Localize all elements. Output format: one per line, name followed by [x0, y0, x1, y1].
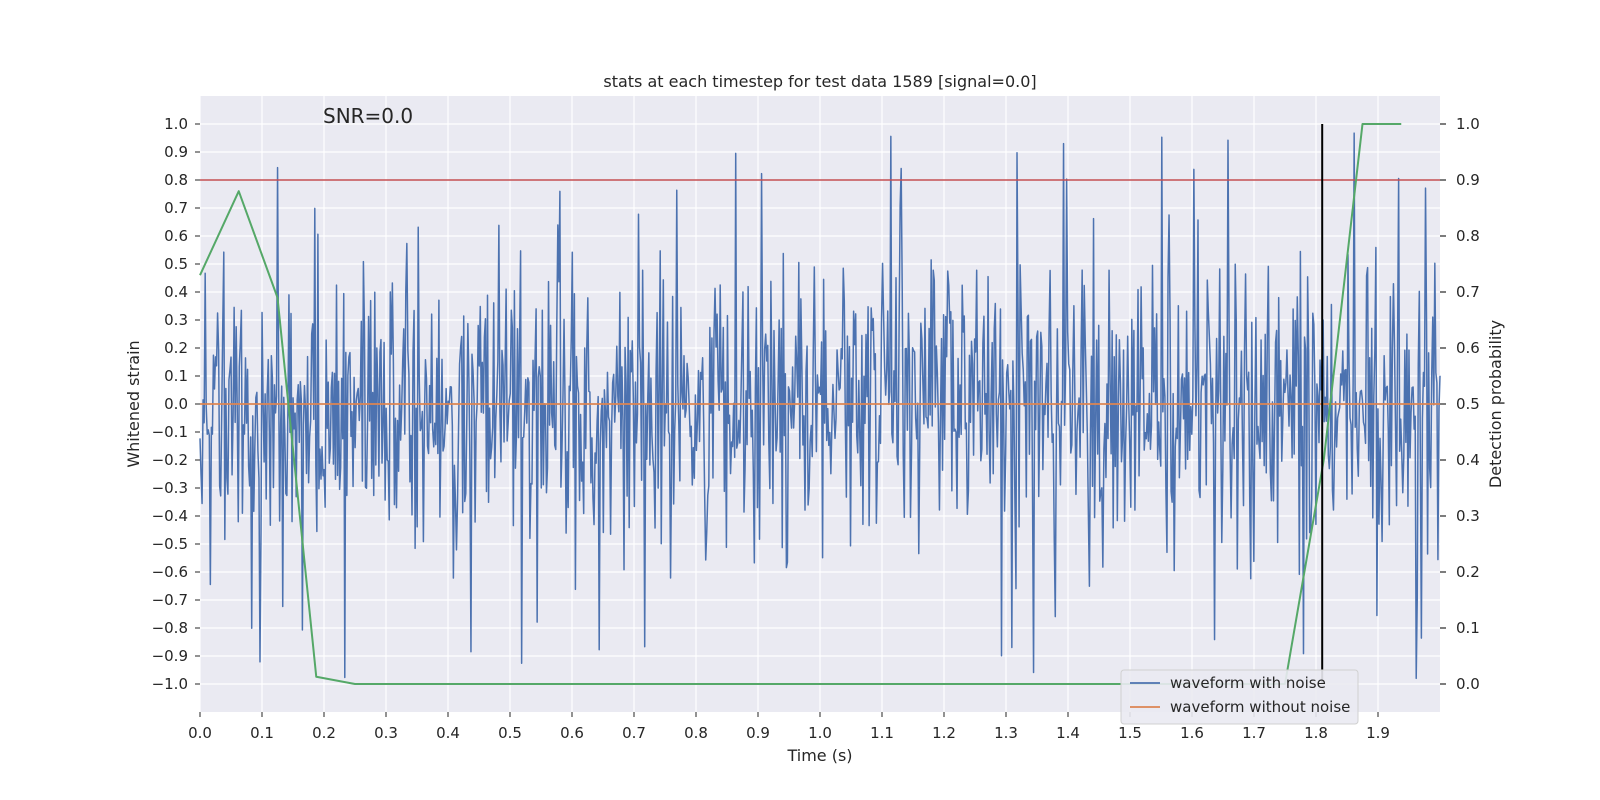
x-tick-label: 1.6 [1180, 724, 1204, 742]
legend: waveform with noise waveform without noi… [1120, 669, 1359, 725]
y-right-tick-label: 0.4 [1456, 451, 1480, 469]
y-right-tick-label: 0.8 [1456, 227, 1480, 245]
chart-title: stats at each timestep for test data 158… [603, 72, 1036, 91]
y-right-tick-label: 0.2 [1456, 563, 1480, 581]
y-right-tick-label: 1.0 [1456, 115, 1480, 133]
y-left-tick-label: 0.7 [164, 199, 188, 217]
y-left-tick-label: 0.2 [164, 339, 188, 357]
y-left-tick-label: 0.9 [164, 143, 188, 161]
x-axis-label: Time (s) [786, 746, 852, 765]
y-left-tick-label: −0.7 [152, 591, 188, 609]
y-right-tick-label: 0.5 [1456, 395, 1480, 413]
series-waveform-with-noise [199, 132, 1441, 680]
y-left-tick-label: −0.3 [152, 479, 188, 497]
snr-annotation: SNR=0.0 [323, 104, 413, 128]
x-tick-label: 0.0 [188, 724, 212, 742]
x-tick-label: 0.2 [312, 724, 336, 742]
y-axis-label-right: Detection probability [1486, 320, 1505, 488]
x-tick-label: 1.9 [1366, 724, 1390, 742]
x-tick-label: 1.4 [1056, 724, 1080, 742]
x-tick-label: 1.5 [1118, 724, 1142, 742]
y-right-tick-label: 0.9 [1456, 171, 1480, 189]
legend-frame [1120, 669, 1359, 725]
y-axis-label-left: Whitened strain [124, 340, 143, 467]
y-right-tick-label: 0.6 [1456, 339, 1480, 357]
y-left-tick-label: 1.0 [164, 115, 188, 133]
y-left-tick-label: −0.4 [152, 507, 188, 525]
y-left-tick-label: 0.6 [164, 227, 188, 245]
y-right-tick-label: 0.1 [1456, 619, 1480, 637]
y-left-tick-label: −0.5 [152, 535, 188, 553]
y-right-tick-label: 0.3 [1456, 507, 1480, 525]
y-right-tick-label: 0.0 [1456, 675, 1480, 693]
y-right-tick-label: 0.7 [1456, 283, 1480, 301]
x-tick-label: 1.8 [1304, 724, 1328, 742]
x-tick-label: 0.1 [250, 724, 274, 742]
x-tick-label: 1.3 [994, 724, 1018, 742]
legend-label-with-noise: waveform with noise [1170, 674, 1326, 692]
x-tick-label: 0.3 [374, 724, 398, 742]
x-tick-label: 1.7 [1242, 724, 1266, 742]
legend-label-without-noise: waveform without noise [1170, 698, 1350, 716]
y-left-tick-label: −0.6 [152, 563, 188, 581]
y-left-tick-label: −0.1 [152, 423, 188, 441]
x-tick-label: 0.6 [560, 724, 584, 742]
y-left-tick-label: 0.1 [164, 367, 188, 385]
x-tick-label: 0.7 [622, 724, 646, 742]
x-tick-label: 1.0 [808, 724, 832, 742]
x-tick-label: 0.8 [684, 724, 708, 742]
y-left-tick-label: 0.4 [164, 283, 188, 301]
x-tick-label: 0.4 [436, 724, 460, 742]
y-left-tick-label: −0.8 [152, 619, 188, 637]
x-tick-label: 1.1 [870, 724, 894, 742]
x-tick-label: 1.2 [932, 724, 956, 742]
y-left-tick-label: 0.5 [164, 255, 188, 273]
y-left-tick-label: −0.9 [152, 647, 188, 665]
axes: 0.0 0.1 0.2 0.3 0.4 0.5 0.6 0.7 0.8 0.9 1.0 1.1 1.2 1… [152, 115, 1480, 742]
x-tick-label: 0.9 [746, 724, 770, 742]
y-left-tick-label: −0.2 [152, 451, 188, 469]
y-left-tick-label: 0.3 [164, 311, 188, 329]
y-left-tick-label: 0.8 [164, 171, 188, 189]
y-left-tick-label: 0.0 [164, 395, 188, 413]
y-left-tick-label: −1.0 [152, 675, 188, 693]
x-tick-label: 0.5 [498, 724, 522, 742]
